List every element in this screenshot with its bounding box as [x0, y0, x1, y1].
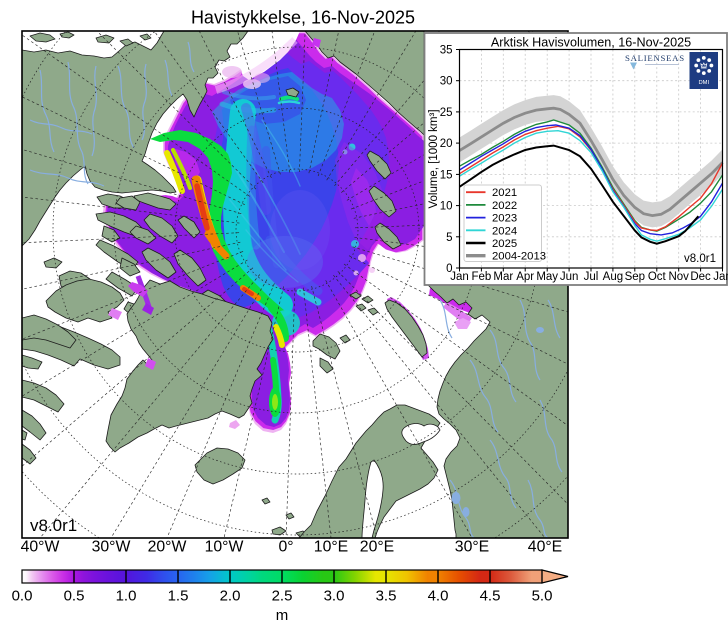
- svg-text:Mar: Mar: [493, 271, 513, 283]
- svg-text:Jul: Jul: [584, 271, 599, 283]
- svg-text:10°E: 10°E: [314, 539, 348, 556]
- svg-text:Apr: Apr: [516, 271, 534, 283]
- svg-text:5.0: 5.0: [532, 588, 553, 605]
- svg-text:20°W: 20°W: [148, 539, 187, 556]
- svg-text:Volume, [1000 km³]: Volume, [1000 km³]: [428, 109, 440, 208]
- svg-text:3.0: 3.0: [324, 588, 345, 605]
- svg-text:20°E: 20°E: [360, 539, 394, 556]
- svg-text:0°: 0°: [278, 539, 293, 556]
- svg-text:Jan: Jan: [713, 271, 728, 283]
- svg-text:DMI: DMI: [698, 80, 709, 86]
- svg-text:40°E: 40°E: [528, 539, 562, 556]
- svg-text:30°W: 30°W: [92, 539, 131, 556]
- svg-text:3.5: 3.5: [376, 588, 397, 605]
- svg-text:0.5: 0.5: [64, 588, 85, 605]
- svg-text:m: m: [276, 607, 289, 624]
- svg-text:2025: 2025: [492, 238, 517, 250]
- svg-text:Feb: Feb: [471, 271, 491, 283]
- svg-text:4.5: 4.5: [480, 588, 501, 605]
- svg-text:Oct: Oct: [648, 271, 667, 283]
- svg-text:2021: 2021: [492, 187, 517, 199]
- svg-text:1.0: 1.0: [116, 588, 137, 605]
- svg-text:35: 35: [440, 45, 453, 57]
- svg-text:Nov: Nov: [668, 271, 689, 283]
- svg-text:10°W: 10°W: [205, 539, 244, 556]
- svg-text:0.0: 0.0: [12, 588, 33, 605]
- svg-text:2022: 2022: [492, 200, 517, 212]
- svg-text:1.5: 1.5: [168, 588, 189, 605]
- svg-text:2.5: 2.5: [272, 588, 293, 605]
- svg-text:5: 5: [446, 232, 452, 244]
- svg-text:Arktisk Havisvolumen, 16-Nov-2: Arktisk Havisvolumen, 16-Nov-2025: [491, 36, 691, 50]
- svg-text:30°E: 30°E: [455, 539, 489, 556]
- svg-text:4.0: 4.0: [428, 588, 449, 605]
- svg-text:Jun: Jun: [560, 271, 579, 283]
- svg-text:25: 25: [440, 107, 453, 119]
- svg-text:Dec: Dec: [690, 271, 711, 283]
- svg-text:15: 15: [440, 169, 453, 181]
- svg-text:Havistykkelse, 16-Nov-2025: Havistykkelse, 16-Nov-2025: [191, 8, 415, 28]
- svg-text:v8.0r1: v8.0r1: [30, 516, 77, 535]
- svg-text:2023: 2023: [492, 213, 517, 225]
- svg-text:2004-2013: 2004-2013: [492, 251, 546, 263]
- svg-text:20: 20: [440, 138, 453, 150]
- svg-text:SALIENSEAS: SALIENSEAS: [625, 53, 685, 63]
- svg-text:Aug: Aug: [603, 271, 623, 283]
- svg-text:2.0: 2.0: [220, 588, 241, 605]
- svg-text:30: 30: [440, 76, 453, 88]
- svg-text:2024: 2024: [492, 225, 517, 237]
- svg-text:Jan: Jan: [450, 271, 469, 283]
- svg-text:10: 10: [440, 201, 453, 213]
- svg-text:40°W: 40°W: [21, 539, 60, 556]
- svg-text:May: May: [536, 271, 558, 283]
- svg-text:Sep: Sep: [625, 271, 645, 283]
- svg-text:v8.0r1: v8.0r1: [684, 253, 716, 265]
